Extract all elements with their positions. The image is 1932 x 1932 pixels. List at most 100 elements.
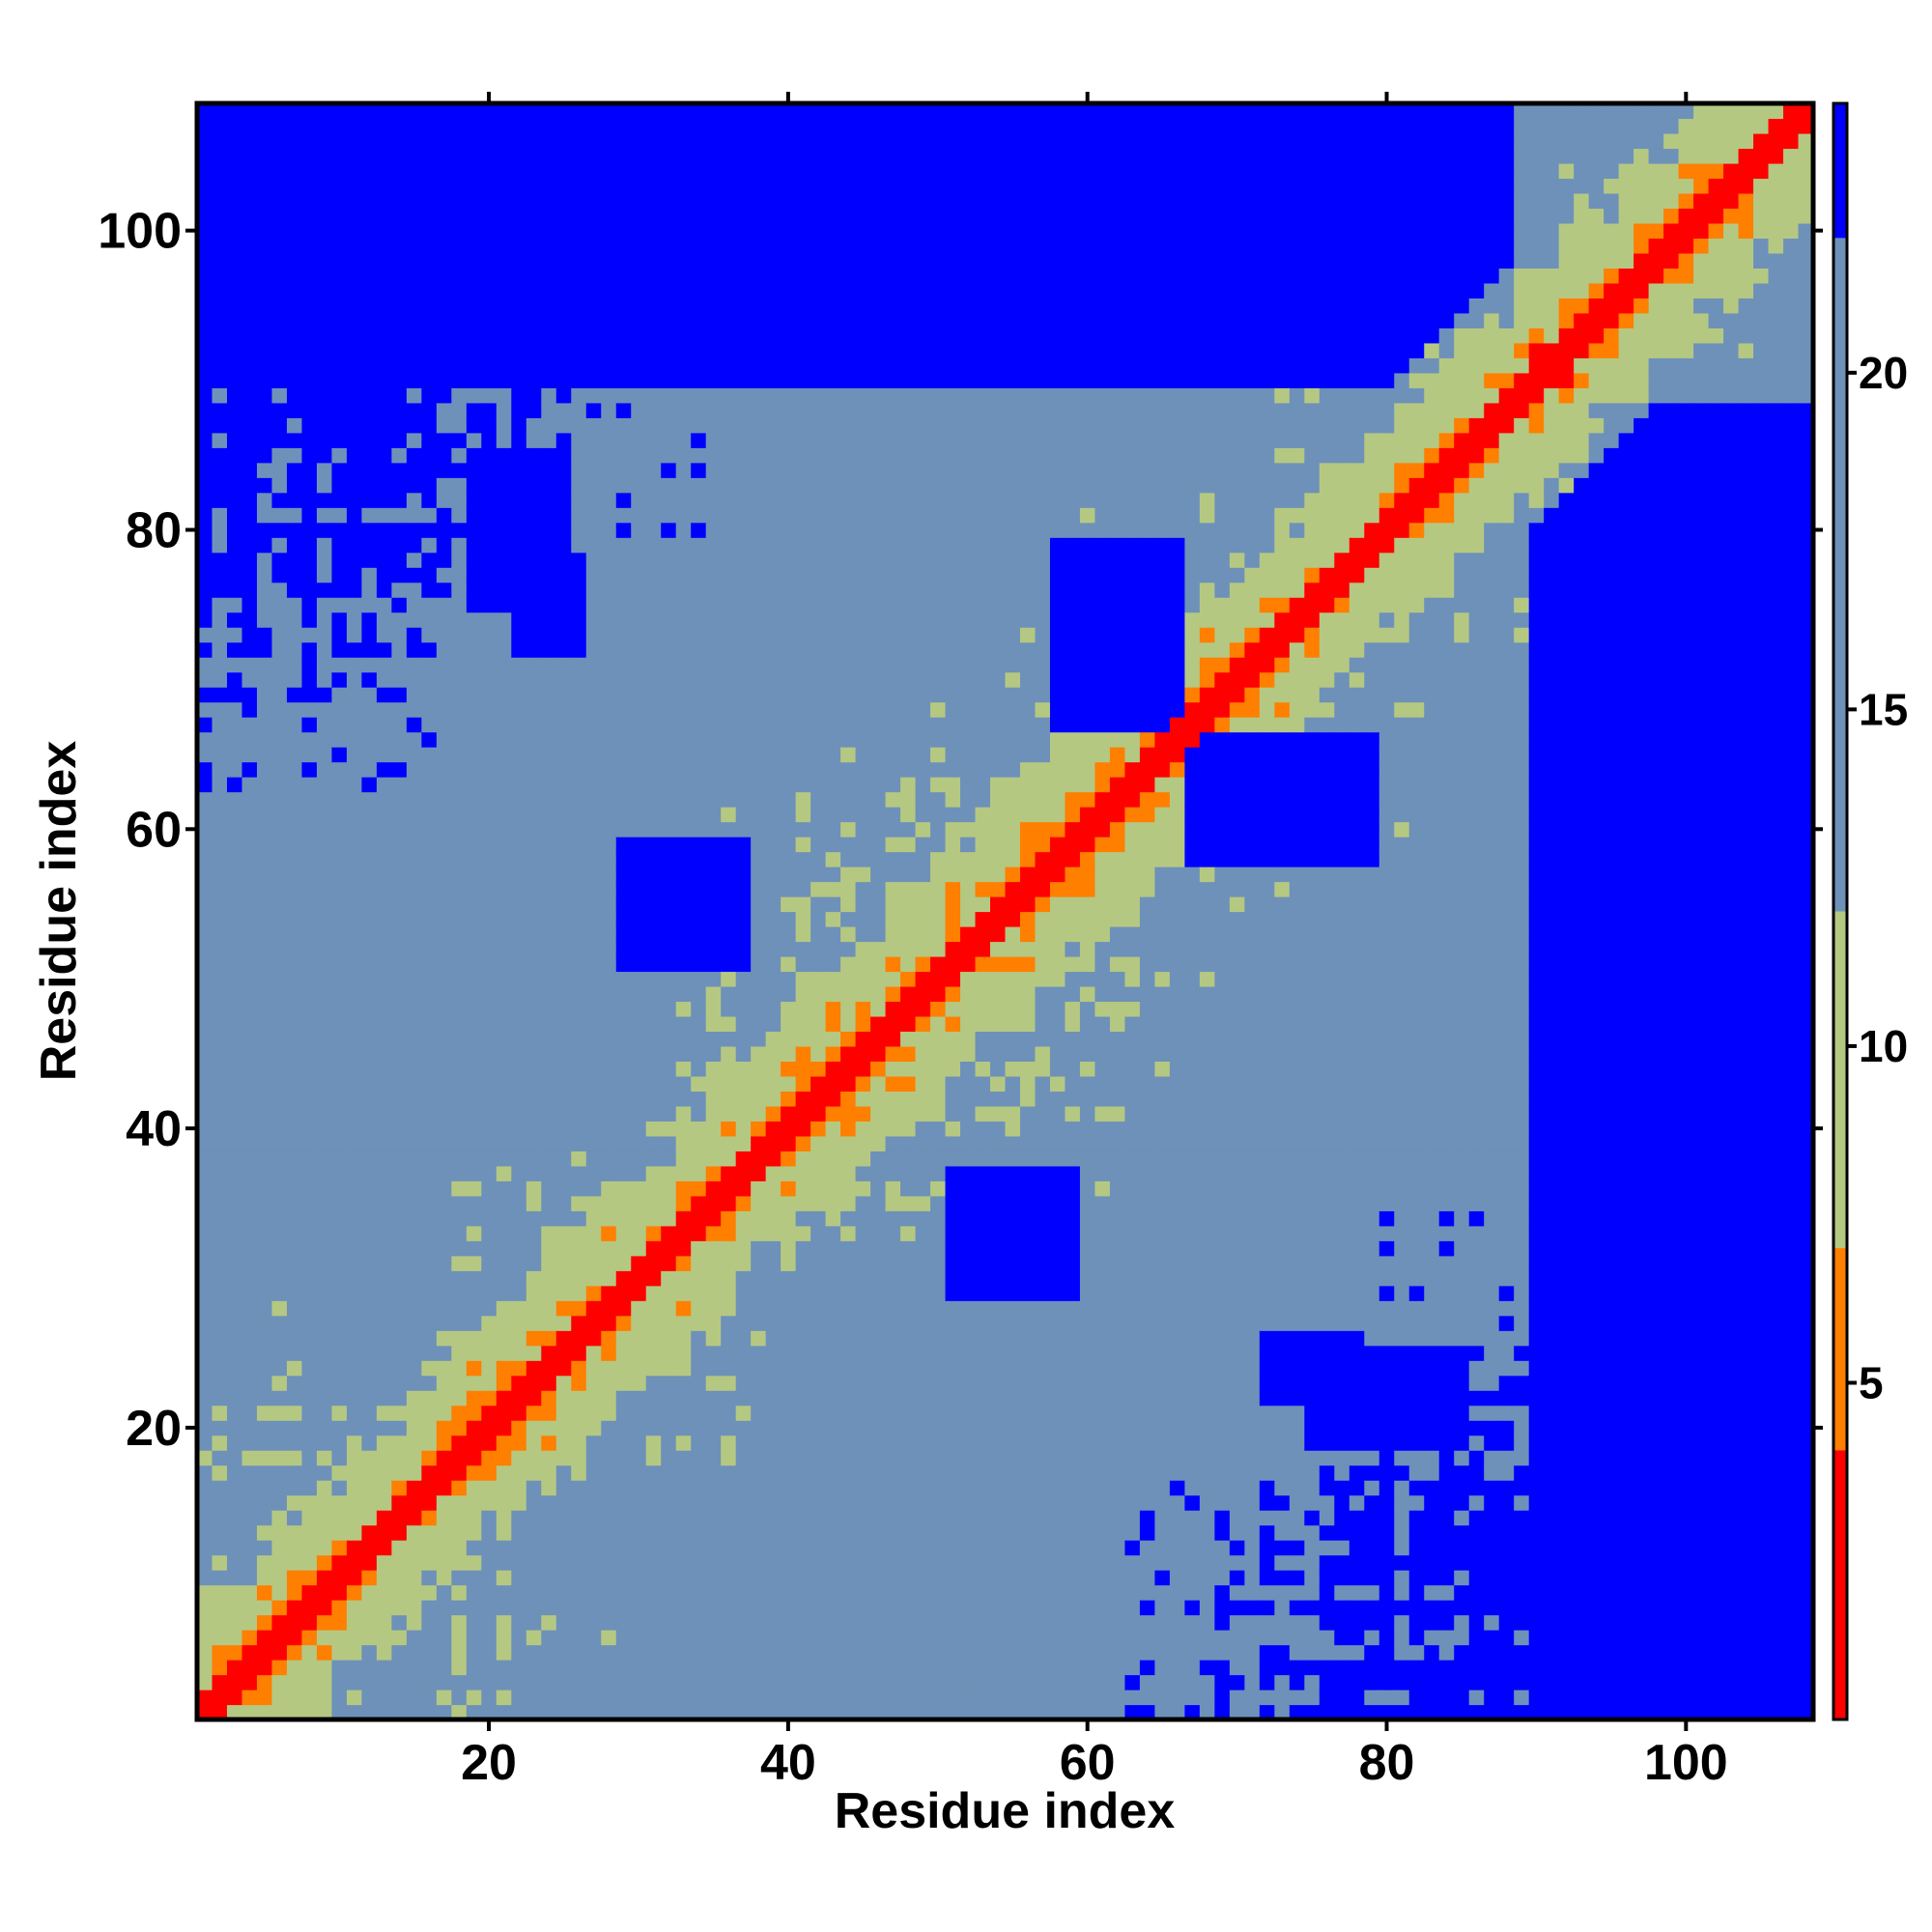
heatmap-cell (751, 1151, 767, 1167)
heatmap-cell (825, 1061, 841, 1077)
heatmap-cell (855, 1061, 871, 1077)
heatmap-cell (661, 1075, 677, 1092)
heatmap-cell (466, 1584, 482, 1601)
heatmap-cell (765, 192, 781, 210)
heatmap-cell (781, 387, 797, 404)
heatmap-cell (271, 477, 288, 494)
heatmap-cell (256, 1015, 273, 1033)
heatmap-cell (810, 747, 827, 763)
heatmap-cell (436, 791, 452, 808)
heatmap-cell (810, 1704, 827, 1720)
heatmap-cell (346, 1405, 362, 1421)
heatmap-cell (197, 1584, 213, 1601)
heatmap-cell (511, 492, 527, 508)
heatmap-cell (691, 985, 707, 1003)
heatmap-cell (631, 1674, 647, 1690)
heatmap-cell (271, 955, 288, 973)
heatmap-cell (346, 417, 362, 434)
heatmap-cell (226, 597, 243, 613)
heatmap-cell (870, 821, 887, 838)
heatmap-cell (781, 597, 797, 613)
heatmap-cell (496, 282, 512, 298)
heatmap-cell (751, 717, 767, 733)
heatmap-cell (721, 1510, 737, 1526)
heatmap-cell (840, 1180, 857, 1197)
heatmap-cell (301, 777, 318, 793)
heatmap-cell (331, 1315, 348, 1331)
heatmap-cell (361, 1045, 378, 1063)
heatmap-cell (765, 1524, 781, 1541)
heatmap-cell (661, 1420, 677, 1436)
heatmap-cell (795, 657, 811, 673)
heatmap-cell (751, 1405, 767, 1421)
heatmap-cell (242, 1450, 258, 1466)
heatmap-cell (212, 1494, 228, 1511)
heatmap-cell (406, 1630, 422, 1646)
heatmap-cell (691, 1584, 707, 1601)
heatmap-cell (721, 1195, 737, 1211)
heatmap-cell (781, 238, 797, 254)
heatmap-cell (585, 268, 602, 284)
heatmap-cell (316, 537, 333, 554)
heatmap-cell (376, 1554, 392, 1571)
heatmap-cell (601, 1210, 617, 1227)
heatmap-cell (855, 1584, 871, 1601)
heatmap-cell (855, 1091, 871, 1107)
heatmap-cell (705, 1390, 722, 1406)
heatmap-cell (631, 1630, 647, 1646)
heatmap-cell (331, 1121, 348, 1137)
heatmap-cell (286, 208, 303, 224)
heatmap-cell (675, 1600, 692, 1616)
heatmap-cell (496, 1630, 512, 1646)
heatmap-cell (361, 1330, 378, 1347)
heatmap-cell (316, 807, 333, 823)
heatmap-cell (555, 1674, 572, 1690)
heatmap-cell (226, 1225, 243, 1241)
heatmap-cell (571, 1360, 587, 1377)
heatmap-cell (675, 1210, 692, 1227)
heatmap-cell (675, 955, 692, 973)
heatmap-cell (466, 851, 482, 867)
heatmap-cell (645, 1255, 662, 1271)
heatmap-cell (466, 507, 482, 524)
heatmap-cell (391, 252, 408, 269)
heatmap-cell (810, 1540, 827, 1556)
heatmap-cell (765, 387, 781, 404)
heatmap-cell (391, 1420, 408, 1436)
heatmap-cell (316, 1570, 333, 1586)
heatmap-cell (316, 1091, 333, 1107)
heatmap-cell (271, 282, 288, 298)
heatmap-cell (615, 462, 632, 478)
heatmap-cell (840, 148, 857, 164)
heatmap-cell (825, 477, 841, 494)
heatmap-cell (481, 1674, 497, 1690)
heatmap-cell (615, 1375, 632, 1391)
heatmap-cell (615, 731, 632, 748)
heatmap-cell (197, 118, 213, 134)
heatmap-cell (825, 268, 841, 284)
heatmap-cell (331, 747, 348, 763)
heatmap-cell (466, 118, 482, 134)
heatmap-cell (751, 402, 767, 418)
heatmap-cell (735, 1240, 752, 1257)
heatmap-cell (271, 162, 288, 180)
heatmap-cell (721, 1660, 737, 1676)
heatmap-cell (855, 132, 871, 150)
heatmap-cell (331, 1704, 348, 1720)
heatmap-cell (361, 148, 378, 164)
heatmap-cell (331, 537, 348, 554)
heatmap-cell (781, 477, 797, 494)
heatmap-cell (286, 1375, 303, 1391)
heatmap-cell (571, 985, 587, 1003)
heatmap-cell (361, 507, 378, 524)
heatmap-cell (555, 761, 572, 778)
heatmap-cell (601, 1300, 617, 1317)
heatmap-cell (481, 1105, 497, 1122)
heatmap-cell (391, 162, 408, 180)
heatmap-cell (242, 611, 258, 628)
heatmap-cell (631, 837, 647, 853)
heatmap-cell (541, 507, 557, 524)
heatmap-cell (765, 761, 781, 778)
heatmap-cell (526, 1644, 542, 1661)
heatmap-cell (406, 312, 422, 328)
